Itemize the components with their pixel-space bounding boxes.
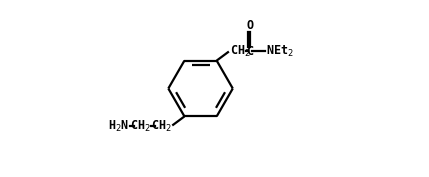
Text: NEt$_2$: NEt$_2$ — [266, 44, 294, 59]
Text: CH$_2$: CH$_2$ — [230, 44, 251, 59]
Text: CH$_2$: CH$_2$ — [130, 118, 151, 133]
Text: H$_2$N: H$_2$N — [109, 118, 130, 133]
Text: O: O — [246, 19, 254, 32]
Text: C: C — [246, 44, 254, 58]
Text: CH$_2$: CH$_2$ — [151, 118, 171, 133]
